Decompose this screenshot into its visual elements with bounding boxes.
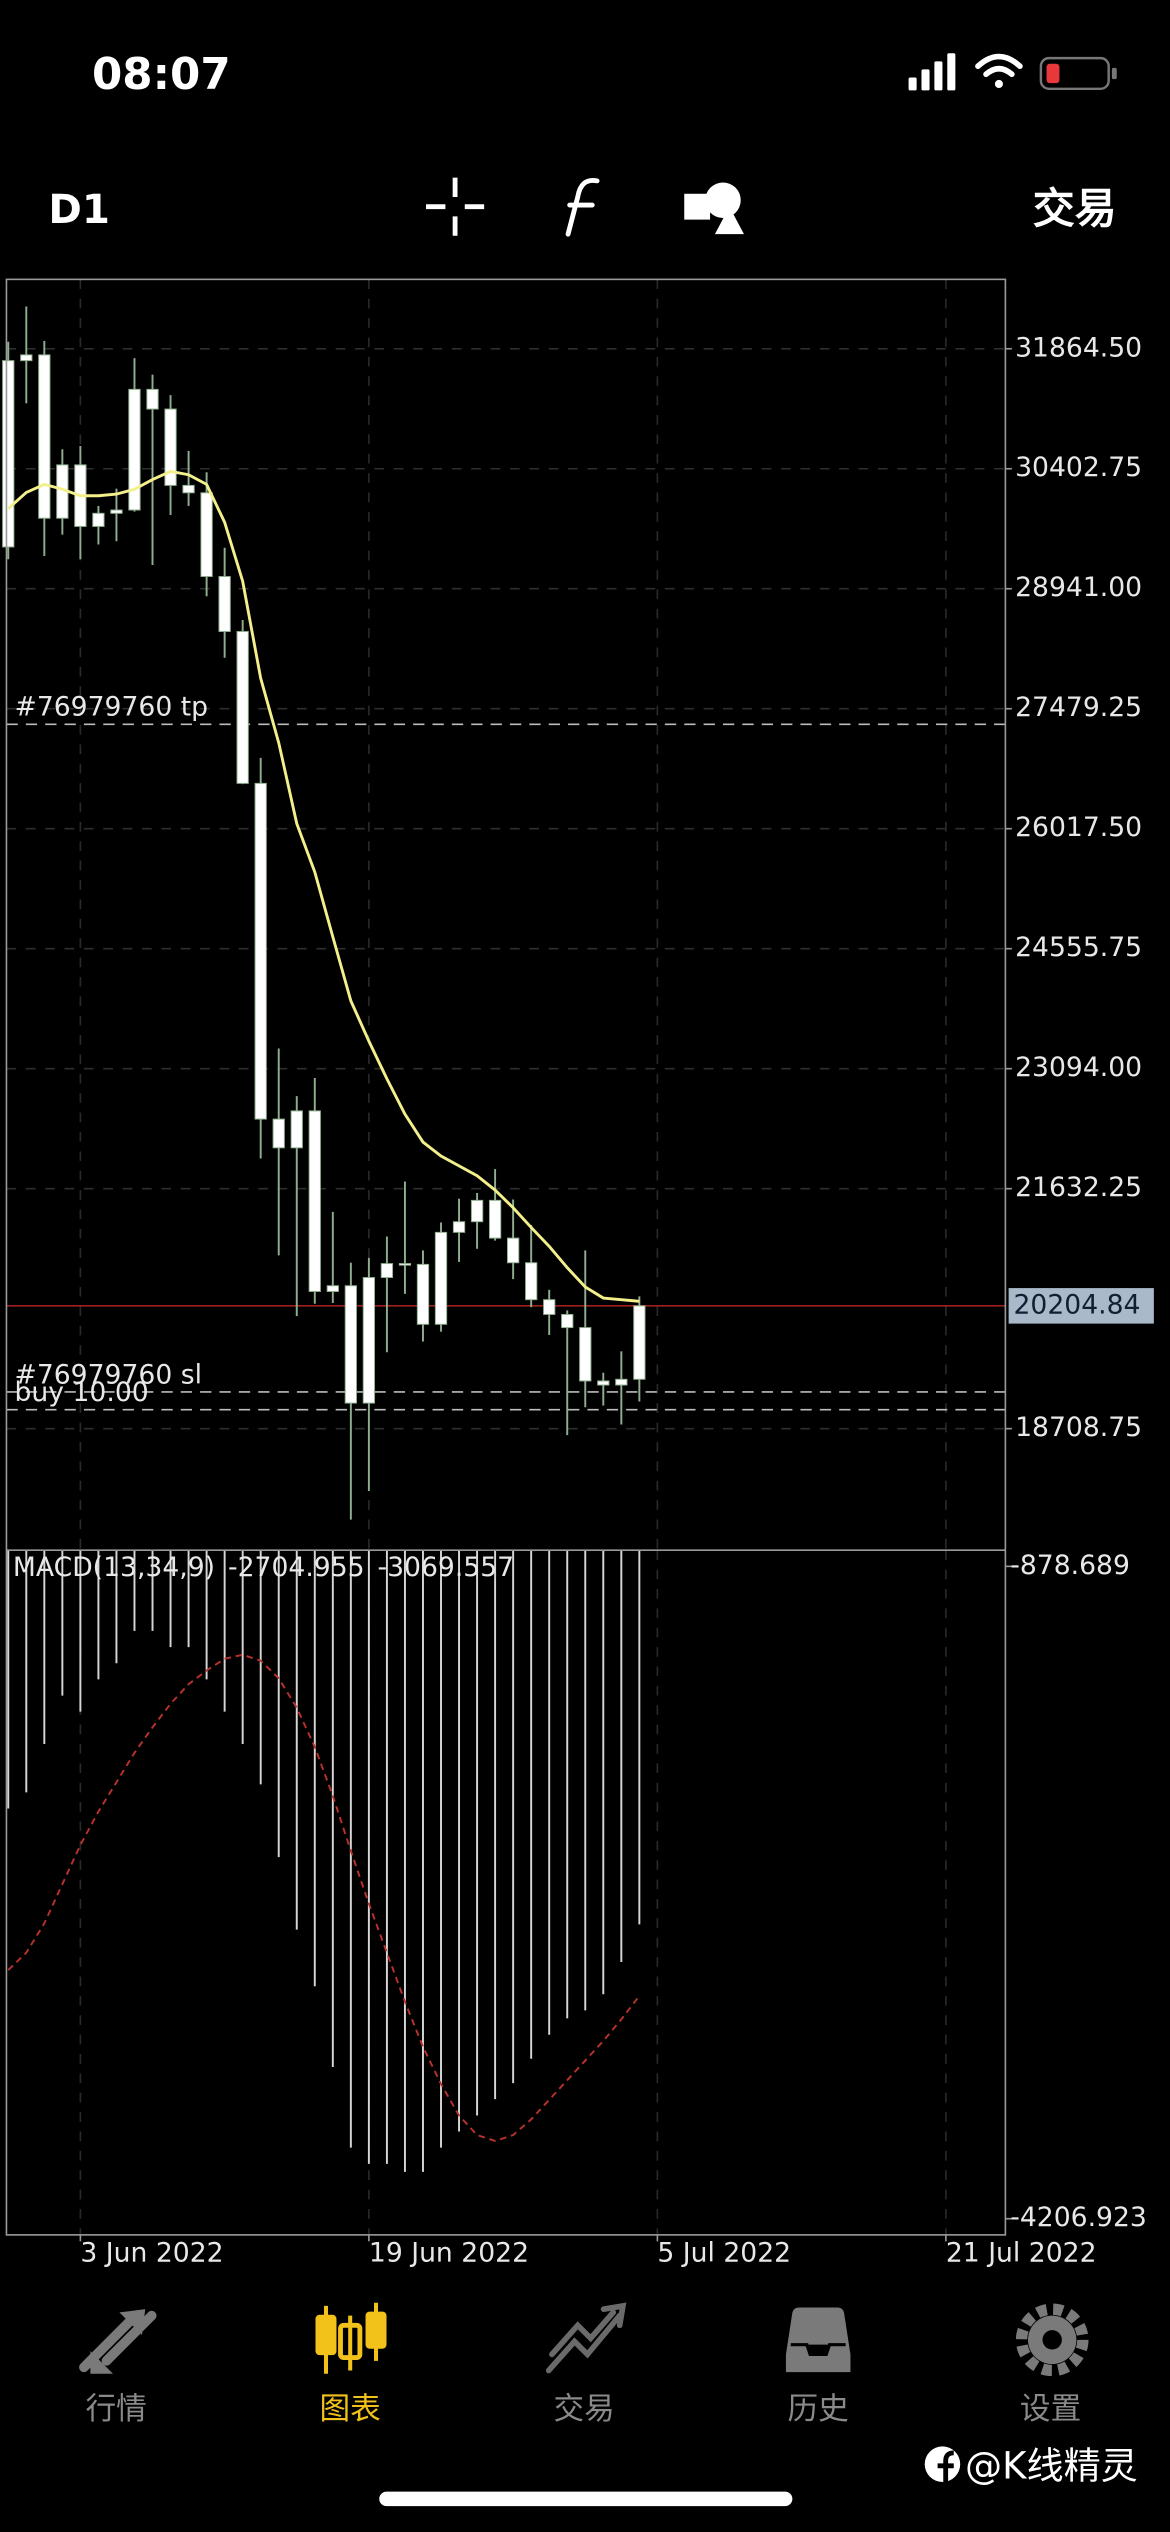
y-tick-label: 21632.25 <box>1015 1172 1142 1203</box>
y-tick-label: 28941.00 <box>1015 572 1142 603</box>
x-tick-label: 21 Jul 2022 <box>946 2238 1097 2269</box>
candle-body <box>398 1263 412 1266</box>
x-tick-label: 3 Jun 2022 <box>80 2238 223 2269</box>
y-tick-label: 18708.75 <box>1015 1412 1142 1443</box>
price-label-bg <box>1008 1288 1154 1324</box>
candle-body <box>236 631 249 784</box>
candle-body <box>416 1263 430 1325</box>
wifi-icon <box>975 53 1023 89</box>
watermark: @K线精灵 <box>965 2445 1138 2488</box>
objects-button[interactable] <box>684 182 744 235</box>
settings-tab-icon[interactable] <box>1015 2303 1089 2377</box>
candle-body <box>326 1285 339 1292</box>
candle-body <box>38 354 51 519</box>
candle-body <box>272 1118 285 1149</box>
tab-label[interactable]: 行情 <box>86 2392 147 2427</box>
candle-body <box>128 388 141 511</box>
y-tick-label: 30402.75 <box>1015 452 1142 483</box>
status-time: 08:07 <box>92 50 231 100</box>
watermark-logo <box>924 2446 961 2482</box>
history-tab-icon[interactable] <box>782 2304 854 2376</box>
candle-body <box>308 1110 321 1292</box>
price-label: 20204.84 <box>1013 1289 1140 1320</box>
candle-body <box>110 509 123 514</box>
candle-body <box>452 1221 466 1233</box>
y-tick-label: 26017.50 <box>1015 812 1142 843</box>
candle-body <box>543 1299 556 1315</box>
y-tick-label: 24555.75 <box>1015 932 1142 963</box>
y-tick-label: 27479.25 <box>1015 692 1142 723</box>
candle-body <box>344 1285 357 1404</box>
tab-label[interactable]: 交易 <box>554 2392 615 2427</box>
candle-body <box>561 1313 574 1329</box>
y-tick-label: -4206.923 <box>1010 2202 1147 2233</box>
candle-body <box>290 1110 303 1149</box>
battery <box>1039 56 1117 91</box>
order-label: #76979760 tp <box>15 692 209 723</box>
tab-label[interactable]: 历史 <box>788 2392 849 2427</box>
candle-body <box>615 1378 628 1386</box>
macd-value: -2704.955 <box>228 1551 365 1582</box>
y-tick-label: 31864.50 <box>1015 332 1142 363</box>
y-tick-label: -878.689 <box>1010 1550 1130 1581</box>
candle-body <box>579 1327 592 1382</box>
x-tick-label: 5 Jul 2022 <box>657 2238 791 2269</box>
order-label: buy 10.00 <box>15 1377 149 1408</box>
chart-tab-icon[interactable] <box>315 2302 387 2374</box>
candle-body <box>525 1262 538 1301</box>
candle-body <box>200 492 213 577</box>
candle-body <box>470 1199 484 1223</box>
candle-body <box>362 1277 376 1404</box>
period-button[interactable]: D1 <box>48 186 110 233</box>
trade-button[interactable]: 交易 <box>1033 184 1117 233</box>
candle-body <box>380 1263 394 1279</box>
candle-body <box>488 1199 502 1239</box>
macd-name: MACD(13,34,9) <box>13 1551 215 1582</box>
candle-body <box>182 484 195 494</box>
tab-label[interactable]: 设置 <box>1020 2392 1081 2427</box>
tab-labels: 行情 图表 交易 历史 设置 <box>86 2392 1082 2427</box>
crosshair-button[interactable] <box>426 177 485 236</box>
candle-body <box>633 1305 646 1380</box>
candle-body <box>20 354 33 362</box>
x-tick-label: 19 Jun 2022 <box>369 2238 529 2269</box>
macd-label: MACD(13,34,9) -2704.955 -3069.557 <box>13 1551 514 1582</box>
indicator-button[interactable] <box>565 177 600 237</box>
candle-body <box>434 1231 448 1325</box>
candle-body <box>218 576 231 632</box>
cell-signal <box>908 53 956 91</box>
candle-body <box>597 1380 610 1386</box>
chart: 31864.50 30402.75 28941.00 27479.25 26017.50… <box>2 279 1154 2269</box>
tab-label[interactable]: 图表 <box>320 2392 381 2427</box>
candle-body <box>2 360 15 548</box>
candle-body <box>507 1237 520 1264</box>
chart-frame <box>5 278 1007 2236</box>
candle-body <box>92 512 105 527</box>
moving-average <box>7 469 640 1303</box>
y-tick-label: 23094.00 <box>1015 1052 1142 1083</box>
home-indicator <box>379 2491 793 2507</box>
candle-body <box>254 782 267 1120</box>
order-label: #76979760 sl <box>15 1359 203 1390</box>
quotes-tab-icon[interactable] <box>79 2309 157 2374</box>
candle-body <box>146 388 159 410</box>
candle-body <box>164 408 177 486</box>
macd-signal-value: -3069.557 <box>378 1551 515 1582</box>
trade-tab-icon[interactable] <box>545 2302 627 2374</box>
